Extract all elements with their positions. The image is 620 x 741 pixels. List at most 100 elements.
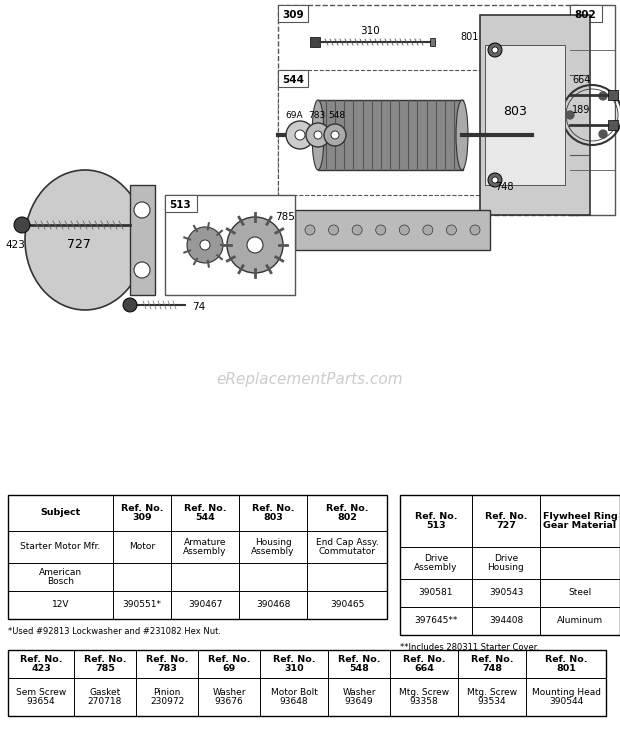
Text: 390543: 390543 [489, 588, 523, 597]
Bar [130, 185, 155, 295]
Text: 397645**: 397645** [414, 617, 458, 625]
Text: 802: 802 [574, 10, 596, 20]
Text: Mounting Head
390544: Mounting Head 390544 [531, 688, 601, 706]
Circle shape [200, 240, 210, 250]
Text: Mtg. Screw
93358: Mtg. Screw 93358 [399, 688, 449, 706]
Text: Ref. No.
785: Ref. No. 785 [84, 654, 126, 674]
Bar [8, 495, 387, 619]
Text: Flywheel Ring
Gear Material: Flywheel Ring Gear Material [542, 511, 618, 531]
Bar [485, 45, 565, 185]
Text: Aluminum: Aluminum [557, 617, 603, 625]
Bar [608, 120, 618, 130]
Bar [318, 100, 463, 170]
Text: **Includes 280311 Starter Cover.: **Includes 280311 Starter Cover. [400, 643, 539, 652]
Text: Pinion
230972: Pinion 230972 [150, 688, 184, 706]
Text: Sem Screw
93654: Sem Screw 93654 [16, 688, 66, 706]
Circle shape [286, 121, 314, 149]
Text: 390551*: 390551* [123, 600, 161, 610]
Text: 783: 783 [308, 111, 326, 120]
Circle shape [492, 177, 498, 183]
Text: Ref. No.
727: Ref. No. 727 [485, 511, 527, 531]
Text: 727: 727 [67, 238, 91, 251]
Circle shape [399, 225, 409, 235]
Polygon shape [295, 210, 490, 250]
Bar [278, 70, 308, 87]
Bar [608, 90, 618, 100]
Circle shape [599, 92, 607, 100]
Text: Ref. No.
748: Ref. No. 748 [471, 654, 513, 674]
Text: 390581: 390581 [418, 588, 453, 597]
Text: Housing
Assembly: Housing Assembly [251, 538, 294, 556]
Circle shape [599, 130, 607, 138]
Ellipse shape [25, 170, 145, 310]
Circle shape [227, 217, 283, 273]
Text: Gasket
270718: Gasket 270718 [88, 688, 122, 706]
Text: *Used #92813 Lockwasher and #231082 Hex Nut.: *Used #92813 Lockwasher and #231082 Hex … [8, 627, 221, 636]
Bar [430, 38, 435, 46]
Text: Armature
Assembly: Armature Assembly [184, 538, 227, 556]
Text: 803: 803 [503, 105, 527, 118]
Text: 390467: 390467 [188, 600, 222, 610]
Text: Motor: Motor [129, 542, 155, 551]
Bar [570, 5, 602, 22]
Text: 189: 189 [572, 105, 590, 115]
Text: Ref. No.
423: Ref. No. 423 [20, 654, 62, 674]
Text: 394408: 394408 [489, 617, 523, 625]
Text: Starter Motor Mfr.: Starter Motor Mfr. [20, 542, 100, 551]
Circle shape [488, 43, 502, 57]
Circle shape [566, 111, 574, 119]
Circle shape [446, 225, 456, 235]
Circle shape [314, 131, 322, 139]
Bar [8, 650, 606, 716]
Text: Ref. No.
783: Ref. No. 783 [146, 654, 188, 674]
Text: Ref. No.
801: Ref. No. 801 [545, 654, 587, 674]
Bar [278, 5, 578, 215]
Text: Ref. No.
803: Ref. No. 803 [252, 504, 294, 522]
Text: 785: 785 [275, 212, 295, 222]
Text: 544: 544 [282, 75, 304, 85]
Ellipse shape [312, 100, 324, 170]
Text: Ref. No.
802: Ref. No. 802 [326, 504, 368, 522]
Text: Ref. No.
548: Ref. No. 548 [338, 654, 380, 674]
Circle shape [329, 225, 339, 235]
Ellipse shape [456, 100, 468, 170]
Text: 309: 309 [282, 10, 304, 20]
Circle shape [295, 130, 305, 140]
Text: eReplacementParts.com: eReplacementParts.com [216, 373, 404, 388]
Text: Subject: Subject [40, 508, 81, 517]
Circle shape [247, 237, 263, 253]
Text: 548: 548 [328, 111, 345, 120]
Circle shape [134, 202, 150, 218]
Bar [570, 5, 615, 215]
Text: 748: 748 [495, 182, 513, 192]
Circle shape [14, 217, 30, 233]
Text: 310: 310 [360, 26, 380, 36]
Bar [400, 495, 620, 635]
Circle shape [306, 123, 330, 147]
Circle shape [134, 262, 150, 278]
Bar [165, 195, 197, 212]
Text: Washer
93676: Washer 93676 [212, 688, 246, 706]
Bar [278, 5, 308, 22]
Text: End Cap Assy.
Commutator: End Cap Assy. Commutator [316, 538, 378, 556]
Bar [310, 37, 320, 47]
Text: Mtg. Screw
93534: Mtg. Screw 93534 [467, 688, 517, 706]
Bar [278, 70, 490, 195]
Text: American
Bosch: American Bosch [39, 568, 82, 586]
Circle shape [331, 131, 339, 139]
Text: Motor Bolt
93648: Motor Bolt 93648 [270, 688, 317, 706]
Circle shape [488, 173, 502, 187]
Text: 74: 74 [192, 302, 205, 312]
Circle shape [352, 225, 362, 235]
Text: Steel: Steel [569, 588, 591, 597]
Circle shape [123, 298, 137, 312]
Text: 390465: 390465 [330, 600, 364, 610]
Circle shape [187, 227, 223, 263]
Text: Ref. No.
69: Ref. No. 69 [208, 654, 250, 674]
Text: 664: 664 [572, 75, 590, 85]
Text: 513: 513 [169, 200, 191, 210]
Text: Drive
Assembly: Drive Assembly [414, 554, 458, 572]
Text: 801: 801 [460, 32, 479, 42]
Circle shape [492, 47, 498, 53]
Text: 423: 423 [5, 240, 25, 250]
